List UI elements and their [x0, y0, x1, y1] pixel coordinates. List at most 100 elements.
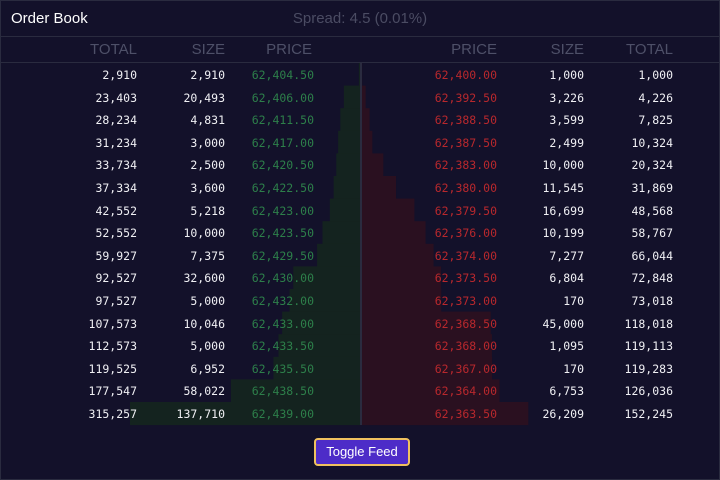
ask-size: 11,545 — [542, 181, 584, 195]
table-row[interactable]: 37,334 3,600 62,422.50 62,380.00 11,545 31,86… — [1, 176, 719, 199]
bid-size: 10,046 — [183, 316, 225, 331]
bid-price: 62,433.00 — [251, 316, 314, 331]
bid-total: 97,527 — [95, 294, 137, 308]
ask-price: 62,383.00 — [434, 158, 497, 173]
ask-size: 7,277 — [549, 248, 584, 263]
bid-price: 62,423.00 — [251, 203, 314, 218]
ask-price: 62,376.00 — [434, 226, 497, 241]
bid-price: 62,430.00 — [251, 271, 314, 286]
table-row[interactable]: 23,403 20,493 62,406.00 62,392.50 3,226 4,226 — [1, 86, 719, 109]
bid-size-header: SIZE — [191, 41, 225, 58]
ask-price: 62,380.00 — [434, 181, 497, 195]
ask-size: 16,699 — [542, 203, 584, 218]
ask-price-header: PRICE — [451, 41, 497, 58]
table-row[interactable]: 119,525 6,952 62,435.50 62,367.00 170 119,283 — [1, 357, 719, 380]
table-row[interactable]: 97,527 5,000 62,432.00 62,373.00 170 73,018 — [1, 289, 719, 312]
bid-price: 62,417.00 — [251, 135, 314, 150]
ask-total: 48,568 — [631, 203, 673, 218]
ask-price: 62,368.50 — [434, 316, 497, 331]
bid-total: 112,573 — [88, 339, 137, 354]
table-row[interactable]: 42,552 5,218 62,423.00 62,379.50 16,699 48,56… — [1, 199, 719, 222]
table-row[interactable]: 112,573 5,000 62,433.50 62,368.00 1,095 119,1… — [1, 334, 719, 357]
bid-total: 315,257 — [88, 407, 137, 421]
ask-price: 62,392.50 — [434, 90, 497, 105]
bid-total: 119,525 — [88, 361, 137, 376]
column-headers: TOTAL SIZE PRICE PRICE SIZE TOTAL — [1, 39, 719, 63]
bid-total: 52,552 — [95, 226, 137, 241]
bid-total: 33,734 — [95, 158, 137, 173]
table-row[interactable]: 33,734 2,500 62,420.50 62,383.00 10,000 20,32… — [1, 153, 719, 176]
bid-size: 10,000 — [183, 226, 225, 241]
spread-readout: Spread: 4.5 (0.01%) — [292, 10, 428, 27]
table-row[interactable]: 315,257 137,710 62,439.00 62,363.50 26,209 15… — [1, 402, 719, 425]
ask-price: 62,374.00 — [434, 248, 497, 263]
bid-total: 28,234 — [95, 113, 137, 128]
ask-price: 62,364.00 — [434, 384, 497, 399]
ask-total: 126,036 — [624, 384, 673, 399]
bid-size: 6,952 — [190, 361, 225, 376]
bid-total: 23,403 — [95, 90, 137, 105]
bid-size: 58,022 — [183, 384, 225, 399]
bid-price: 62,433.50 — [251, 339, 314, 354]
table-row[interactable]: 31,234 3,000 62,417.00 62,387.50 2,499 10,324 — [1, 131, 719, 154]
bid-total: 107,573 — [88, 316, 137, 331]
ask-size: 1,095 — [549, 339, 584, 354]
ask-size: 1,000 — [549, 68, 584, 82]
ask-price: 62,373.50 — [434, 271, 497, 286]
ask-total: 7,825 — [638, 113, 673, 128]
bid-total: 42,552 — [95, 203, 137, 218]
ask-price: 62,363.50 — [434, 407, 497, 421]
bid-price: 62,439.00 — [251, 407, 314, 421]
ask-price: 62,373.00 — [434, 294, 497, 308]
bid-price: 62,420.50 — [251, 158, 314, 173]
table-row[interactable]: 59,927 7,375 62,429.50 62,374.00 7,277 66,044 — [1, 244, 719, 267]
table-row[interactable]: 92,527 32,600 62,430.00 62,373.50 6,804 72,84… — [1, 266, 719, 289]
spread-divider — [360, 63, 362, 425]
ask-price: 62,379.50 — [434, 203, 497, 218]
ask-total: 119,113 — [624, 339, 673, 354]
ask-total: 73,018 — [631, 294, 673, 308]
ask-total: 20,324 — [631, 158, 673, 173]
bid-price: 62,432.00 — [251, 294, 314, 308]
bid-size: 5,218 — [190, 203, 225, 218]
ask-price: 62,367.00 — [434, 361, 497, 376]
ask-total: 119,283 — [624, 361, 673, 376]
bid-total-header: TOTAL — [90, 41, 137, 58]
bid-size: 2,910 — [190, 68, 225, 82]
ask-size: 10,000 — [542, 158, 584, 173]
ask-price: 62,388.50 — [434, 113, 497, 128]
bid-size: 5,000 — [190, 294, 225, 308]
bid-price: 62,404.50 — [251, 68, 314, 82]
bid-total: 37,334 — [95, 181, 137, 195]
table-row[interactable]: 28,234 4,831 62,411.50 62,388.50 3,599 7,825 — [1, 108, 719, 131]
bid-size: 3,000 — [190, 135, 225, 150]
bid-total: 31,234 — [95, 135, 137, 150]
toggle-feed-button[interactable]: Toggle Feed — [314, 438, 410, 466]
bid-size: 137,710 — [176, 407, 225, 421]
ask-price: 62,387.50 — [434, 135, 497, 150]
bid-price: 62,406.00 — [251, 90, 314, 105]
ask-total: 31,869 — [631, 181, 673, 195]
ask-size: 3,599 — [549, 113, 584, 128]
bid-size: 5,000 — [190, 339, 225, 354]
ask-price: 62,368.00 — [434, 339, 497, 354]
bid-total: 59,927 — [95, 248, 137, 263]
ask-total: 10,324 — [631, 135, 673, 150]
ask-total: 66,044 — [631, 248, 673, 263]
ask-total: 58,767 — [631, 226, 673, 241]
table-row[interactable]: 107,573 10,046 62,433.00 62,368.50 45,000 118… — [1, 312, 719, 335]
ask-size: 6,753 — [549, 384, 584, 399]
bid-price: 62,429.50 — [251, 248, 314, 263]
table-row[interactable]: 52,552 10,000 62,423.50 62,376.00 10,199 58,7… — [1, 221, 719, 244]
bid-price: 62,411.50 — [251, 113, 314, 128]
bid-price: 62,422.50 — [251, 181, 314, 195]
ask-size: 10,199 — [542, 226, 584, 241]
ask-size: 170 — [563, 361, 584, 376]
table-row[interactable]: 2,910 2,910 62,404.50 62,400.00 1,000 1,000 — [1, 63, 719, 86]
ask-total: 152,245 — [624, 407, 673, 421]
table-row[interactable]: 177,547 58,022 62,438.50 62,364.00 6,753 126,… — [1, 379, 719, 402]
bid-price-header: PRICE — [266, 41, 312, 58]
bid-size: 32,600 — [183, 271, 225, 286]
ask-total: 118,018 — [624, 316, 673, 331]
